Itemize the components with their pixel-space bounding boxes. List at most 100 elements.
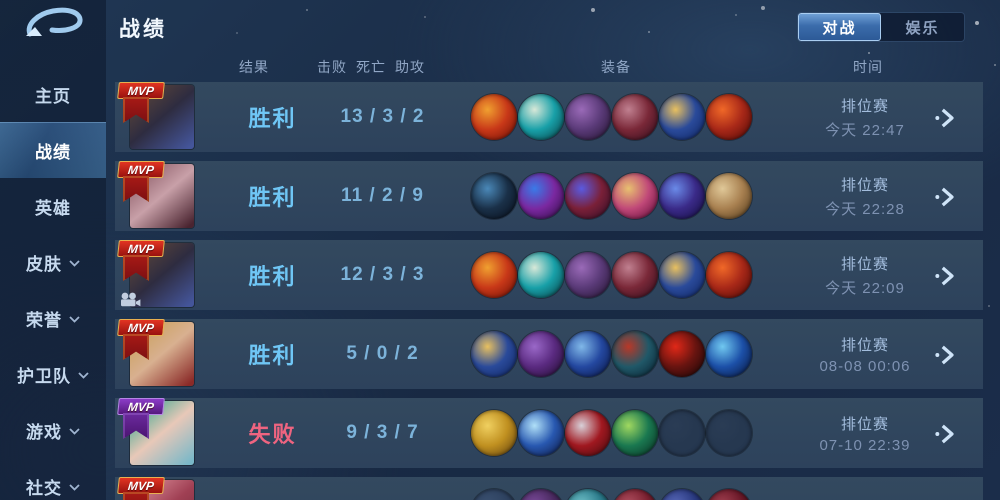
sidebar-item[interactable]: 社交 [0,458,106,500]
video-camera-icon[interactable] [120,292,141,307]
mvp-badge-ribbon [123,334,149,360]
item-crimson-armor [612,252,658,298]
kda-value [320,477,445,500]
sidebar-item-label: 社交 [26,478,62,498]
match-row[interactable]: MVP 胜利 13 / 3 / 2 排位赛 今天 22:47 [115,82,983,152]
item-muted-purple [518,489,564,500]
match-row[interactable]: MVP [115,477,983,500]
match-result: 失败 [248,422,297,447]
mvp-badge-ribbon [123,413,149,439]
match-timestamp: 08-08 00:06 [819,357,911,375]
tab-casual[interactable]: 娱乐 [905,19,940,37]
item-violet-staff [659,173,705,219]
item-pink-gold-tome [612,173,658,219]
item-purple-blue-claw [518,173,564,219]
mvp-badge-ribbon [123,176,149,202]
item-blue-gold-feather [471,331,517,377]
match-result: 胜利 [248,185,297,210]
mvp-badge-ribbon [123,255,149,281]
item-list [471,173,752,219]
sidebar-item[interactable]: 英雄 [0,178,106,234]
column-header-time: 时间 [853,59,883,75]
kda-value: 9 / 3 / 7 [346,422,419,443]
sidebar-menu: 主页战绩英雄皮肤荣誉护卫队游戏社交 [0,66,106,500]
mvp-badge-label: MVP [117,82,165,99]
item-teal-red-boots [612,331,658,377]
item-list [471,489,752,500]
mvp-badge-label: MVP [117,477,165,494]
kda-value: 5 / 0 / 2 [346,343,419,364]
mvp-badge: MVP [117,398,165,439]
mvp-badge: MVP [117,477,165,500]
tab-versus[interactable]: 对战 [798,13,881,41]
match-time-box: 排位赛 今天 22:47 [795,82,935,152]
item-red-gold-blade [471,94,517,140]
sidebar-item-label: 护卫队 [17,366,71,386]
chevron-down-icon [78,372,89,379]
back-swoosh-logo-icon[interactable] [22,6,86,46]
match-time-box: 排位赛 今天 22:09 [795,240,935,310]
match-mode: 排位赛 [840,97,889,115]
mvp-badge-ribbon [123,97,149,123]
item-list [471,331,752,377]
match-row[interactable]: MVP 失败 9 / 3 / 7 排位赛 07-10 22:39 [115,398,983,468]
match-result: 胜利 [248,106,297,131]
match-row[interactable]: MVP 胜利 11 / 2 / 9 排位赛 今天 22:28 [115,161,983,231]
chevron-right-icon[interactable] [933,184,959,210]
column-header-kills: 击败 [317,59,347,75]
match-row[interactable]: MVP 胜利 12 / 3 / 3 排位赛 今天 22:09 [115,240,983,310]
sidebar-item[interactable]: 游戏 [0,402,106,458]
sidebar-item-label: 英雄 [35,198,71,218]
item-ice-crystal [518,410,564,456]
empty-slot [706,410,752,456]
sidebar-item[interactable]: 皮肤 [0,234,106,290]
match-time-box [795,477,935,500]
sidebar-item[interactable]: 主页 [0,66,106,122]
match-mode: 排位赛 [840,415,889,433]
sidebar-item-label: 皮肤 [26,254,62,274]
sidebar-item[interactable]: 战绩 [0,122,106,178]
item-muted-cyan [565,489,611,500]
match-result [215,477,330,500]
item-red-gold-blade [471,252,517,298]
item-navy-boots [471,173,517,219]
item-red-eye-orb [706,94,752,140]
item-blue-gold-spear [659,252,705,298]
sidebar-item[interactable]: 护卫队 [0,346,106,402]
match-timestamp: 今天 22:47 [825,121,905,139]
match-timestamp: 07-10 22:39 [819,436,911,454]
chevron-right-icon[interactable] [933,263,959,289]
chevron-right-icon[interactable] [933,105,959,131]
item-muted-red [612,489,658,500]
match-result: 胜利 [248,343,297,368]
match-mode: 排位赛 [840,176,889,194]
item-purple-axe [565,94,611,140]
chevron-down-icon [69,428,80,435]
column-header-result: 结果 [239,59,269,75]
match-list: MVP 胜利 13 / 3 / 2 排位赛 今天 22:47 MVP [115,82,983,500]
sidebar-item[interactable]: 荣誉 [0,290,106,346]
item-blue-crystal [706,331,752,377]
item-muted-maroon [706,489,752,500]
mvp-badge: MVP [117,82,165,123]
mvp-badge-label: MVP [117,398,165,415]
kda-value: 13 / 3 / 2 [340,106,425,127]
sidebar-item-label: 游戏 [26,422,62,442]
sidebar-item-label: 战绩 [35,142,71,162]
chevron-right-icon[interactable] [933,421,959,447]
kda-value: 12 / 3 / 3 [340,264,425,285]
item-list [471,410,752,456]
sidebar-item-label: 主页 [35,86,71,106]
chevron-down-icon [69,260,80,267]
empty-slot [659,410,705,456]
item-cyan-boots [518,252,564,298]
chevron-right-icon[interactable] [933,342,959,368]
item-gold-gem-ring [471,410,517,456]
match-row[interactable]: MVP 胜利 5 / 0 / 2 排位赛 08-08 00:06 [115,319,983,389]
mode-tab-switcher: 对战 娱乐 [798,13,964,41]
mvp-badge-ribbon [123,492,149,500]
item-blue-trident [565,331,611,377]
item-purple-axe [565,252,611,298]
item-muted-navy [659,489,705,500]
match-time-box: 排位赛 08-08 00:06 [795,319,935,389]
